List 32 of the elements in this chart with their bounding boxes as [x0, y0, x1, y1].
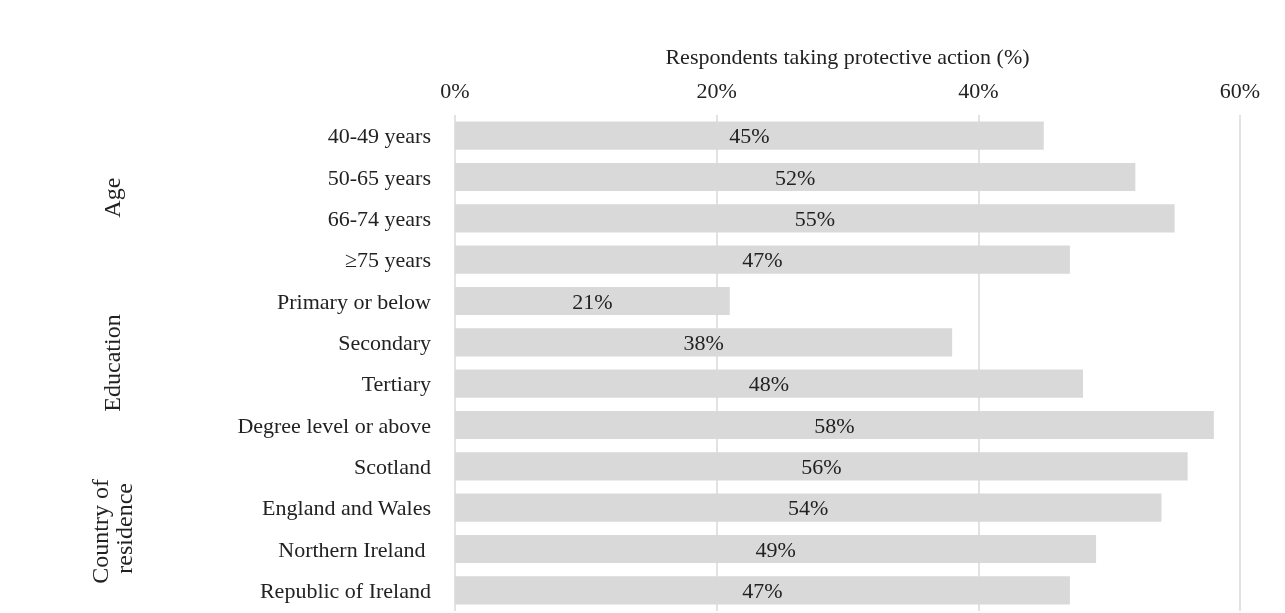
data-label: 54%	[788, 495, 829, 521]
data-label: 47%	[742, 247, 783, 273]
x-tick-label: 0%	[440, 77, 470, 103]
data-label: 52%	[775, 164, 816, 190]
text: Education	[99, 314, 125, 412]
y-tick-label: Tertiary	[361, 371, 431, 397]
y-tick-label: Republic of Ireland	[259, 577, 431, 603]
y-tick-label: Northern Ireland	[278, 536, 431, 562]
data-label: 56%	[801, 453, 842, 479]
data-label: 38%	[683, 329, 724, 355]
y-tick-label: 50-65 years	[327, 164, 431, 190]
data-label: 47%	[742, 577, 783, 603]
y-tick-label: Scotland	[354, 453, 431, 479]
y-tick-label: Degree level or above	[237, 412, 431, 438]
y-tick-label: ≥75 years	[345, 247, 431, 273]
x-tick-label: 20%	[696, 77, 737, 103]
x-tick-label: 40%	[958, 77, 999, 103]
y-tick-label: 66-74 years	[327, 205, 431, 231]
y-tick-label: 40-49 years	[327, 123, 431, 149]
text: Age	[99, 177, 125, 218]
y-tick-label: England and Wales	[262, 495, 431, 521]
data-label: 48%	[748, 371, 790, 397]
y-tick-label: Primary or below	[277, 288, 432, 314]
y-tick-label: Secondary	[338, 329, 431, 355]
x-axis-title: Respondents taking protective action (%)	[665, 43, 1030, 69]
data-label: 21%	[572, 288, 613, 314]
data-label: 45%	[729, 123, 770, 149]
data-label: 55%	[794, 205, 835, 231]
text: Country of residence	[87, 473, 137, 584]
x-tick-label: 60%	[1219, 77, 1261, 103]
data-label: 49%	[755, 536, 796, 562]
data-label: 58%	[814, 412, 855, 438]
